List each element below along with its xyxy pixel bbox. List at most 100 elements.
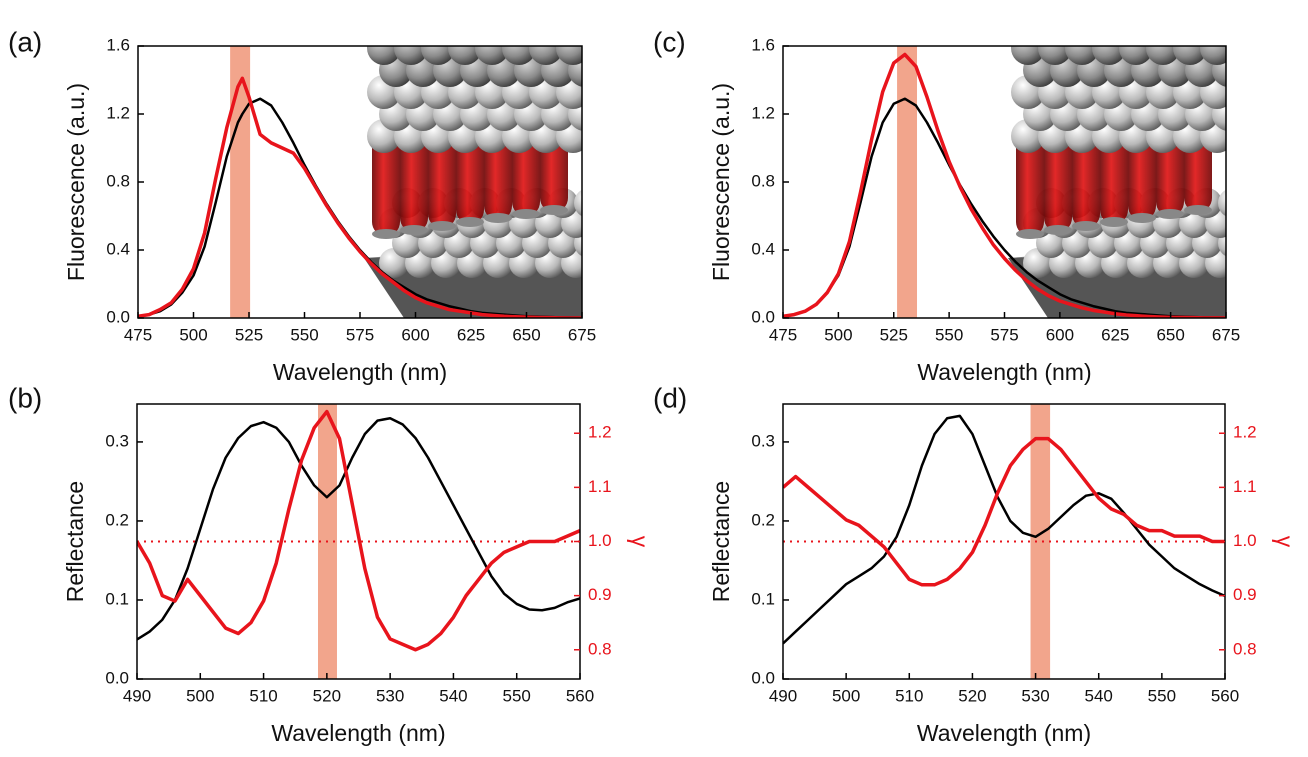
- y-tick-label: 0.1: [105, 589, 129, 608]
- x-tick-label: 650: [512, 325, 540, 344]
- x-tick-label: 475: [124, 325, 152, 344]
- inset-sphere: [1200, 46, 1226, 65]
- y-tick-label: 0.2: [105, 510, 129, 529]
- x-tick-label: 500: [179, 325, 207, 344]
- y-tick-label: 0.0: [751, 668, 775, 687]
- x-tick-label: 625: [457, 325, 485, 344]
- y-tick-label: 1.6: [106, 35, 130, 54]
- y-tick-label: 0.0: [105, 668, 129, 687]
- y-tick-label: 0.8: [751, 171, 775, 190]
- y-tick-label: 0.3: [751, 431, 775, 450]
- inset-sphere: [1065, 46, 1099, 65]
- x-tick-label: 575: [346, 325, 374, 344]
- inset-rod-cap: [372, 229, 400, 239]
- inset-sphere: [502, 46, 536, 65]
- x-tick-label: 520: [313, 686, 341, 705]
- y-tick-label: 0.0: [751, 307, 775, 326]
- inset-rod-cap: [1072, 221, 1100, 231]
- x-tick-label: 675: [1212, 325, 1240, 344]
- inset-rod-cap: [1100, 217, 1128, 227]
- x-axis-title: Wavelength (nm): [273, 359, 447, 385]
- inset-rod-cap: [540, 205, 568, 215]
- plot-area: [138, 46, 582, 318]
- y2-tick-label: 0.8: [1233, 639, 1257, 658]
- x-tick-label: 550: [503, 686, 531, 705]
- x-tick-label: 490: [123, 686, 151, 705]
- y-tick-label: 0.0: [106, 307, 130, 326]
- panel-label: (b): [8, 382, 42, 413]
- plot-area: [783, 404, 1225, 679]
- x-tick-label: 550: [1148, 686, 1176, 705]
- inset-rod-cap: [1128, 213, 1156, 223]
- x-axis-title: Wavelength (nm): [271, 720, 445, 746]
- inset-sphere: [448, 46, 482, 65]
- x-tick-label: 675: [568, 325, 596, 344]
- x-tick-label: 560: [566, 686, 594, 705]
- x-tick-label: 525: [880, 325, 908, 344]
- inset-sphere: [367, 46, 401, 65]
- x-tick-label: 540: [1085, 686, 1113, 705]
- x-tick-label: 530: [376, 686, 404, 705]
- data-line: [783, 52, 1226, 318]
- inset-sphere: [1146, 46, 1180, 65]
- inset-rod-cap: [456, 217, 484, 227]
- x-tick-label: 560: [1211, 686, 1239, 705]
- y-tick-label: 1.6: [751, 35, 775, 54]
- y2-tick-label: 1.1: [588, 477, 612, 496]
- inset-sphere: [421, 46, 455, 65]
- x-tick-label: 550: [290, 325, 318, 344]
- inset-sphere: [1218, 189, 1226, 217]
- inset-sphere: [556, 46, 582, 65]
- y-axis-title: Reflectance: [708, 481, 734, 602]
- inset-sphere: [529, 46, 563, 65]
- x-tick-label: 650: [1156, 325, 1184, 344]
- inset-sphere: [574, 189, 582, 217]
- inset-sphere: [475, 46, 509, 65]
- x-tick-label: 500: [186, 686, 214, 705]
- inset-rod-cap: [1184, 205, 1212, 215]
- x-tick-label: 550: [935, 325, 963, 344]
- y2-tick-label: 1.0: [1233, 531, 1257, 550]
- panel-label: (d): [653, 382, 687, 413]
- y-axis-title: Reflectance: [62, 481, 88, 602]
- inset-rod: [1016, 126, 1044, 236]
- y-tick-label: 0.4: [751, 239, 775, 258]
- y-tick-label: 0.2: [751, 510, 775, 529]
- plot-frame: [782, 403, 1226, 680]
- y-tick-label: 0.8: [106, 171, 130, 190]
- x-tick-label: 510: [895, 686, 923, 705]
- y2-tick-label: 0.9: [1233, 585, 1257, 604]
- y2-tick-label: 1.1: [1233, 477, 1257, 496]
- x-tick-label: 500: [824, 325, 852, 344]
- inset-rod-cap: [428, 221, 456, 231]
- x-tick-label: 600: [1046, 325, 1074, 344]
- inset-sphere: [1011, 46, 1045, 65]
- x-axis-title: Wavelength (nm): [917, 720, 1091, 746]
- inset-sphere: [1038, 46, 1072, 65]
- inset-rod-cap: [512, 209, 540, 219]
- data-line: [783, 97, 1226, 318]
- panel-label: (a): [8, 26, 42, 57]
- panel-label: (c): [653, 26, 686, 57]
- highlight-band: [897, 46, 918, 318]
- y-tick-label: 0.4: [106, 239, 130, 258]
- inset-rod-cap: [1016, 229, 1044, 239]
- y2-tick-label: 1.2: [588, 423, 612, 442]
- y-axis-title: Fluorescence (a.u.): [708, 83, 734, 281]
- inset-sphere: [1119, 46, 1153, 65]
- inset-rod-cap: [1156, 209, 1184, 219]
- y2-tick-label: 1.2: [1233, 423, 1257, 442]
- x-tick-label: 510: [249, 686, 277, 705]
- y-axis-title: Fluorescence (a.u.): [63, 83, 89, 281]
- inset-sphere: [1092, 46, 1126, 65]
- y2-axis-title: γ: [627, 536, 653, 548]
- x-tick-label: 490: [769, 686, 797, 705]
- y-tick-label: 1.2: [751, 103, 775, 122]
- inset-sphere: [1173, 46, 1207, 65]
- y2-tick-label: 0.8: [588, 639, 612, 658]
- data-line: [138, 76, 582, 318]
- y2-tick-label: 1.0: [588, 531, 612, 550]
- x-tick-label: 575: [990, 325, 1018, 344]
- inset-rod-cap: [1044, 225, 1072, 235]
